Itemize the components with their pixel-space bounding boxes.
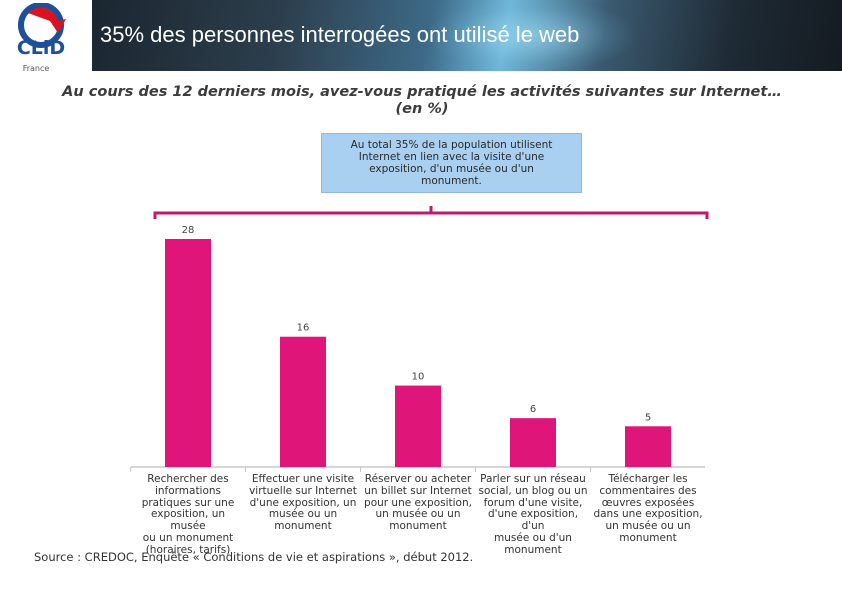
data-label: 5 [645, 412, 651, 423]
data-labels-group: 28 16 10 6 5 [182, 225, 652, 423]
category-label-line: Télécharger les [608, 473, 688, 485]
total-bracket [153, 206, 709, 219]
category-label-line: social, un blog ou un [478, 484, 588, 497]
category-label-line: Parler sur un réseau [480, 473, 586, 485]
clid-logo: CLiD France [17, 3, 66, 73]
category-label: Rechercher des informations pratiques sur … [132, 473, 244, 557]
bar [280, 336, 326, 467]
bars-group [130, 239, 671, 472]
category-label-line: d'une exposition, un [249, 496, 357, 509]
chart-question: Au cours des 12 derniers mois, avez-vous… [62, 84, 782, 118]
category-label: Parler sur un réseau social, un blog ou u… [477, 473, 589, 557]
category-label-line: musée ou un [268, 508, 338, 521]
category-label-line: dans une exposition, [593, 508, 703, 521]
category-label-line: pratiques sur une [141, 496, 235, 509]
category-label-line: monument [389, 520, 447, 533]
data-label: 10 [412, 372, 425, 383]
category-label-line: œuvres exposées [601, 496, 695, 509]
category-label-line: commentaires des [599, 484, 697, 497]
category-label: Télécharger les commentaires des œuvres ex… [592, 473, 704, 545]
category-label-line: monument [274, 520, 332, 533]
chart-question-line-1: Au cours des 12 derniers mois, avez-vous… [62, 84, 782, 100]
category-label-line: d'une exposition, d'un [487, 508, 579, 533]
category-label-line: un musée ou un [375, 508, 461, 521]
data-label: 28 [182, 225, 195, 236]
category-label-line: Rechercher des [147, 473, 229, 485]
category-label-line: pour une exposition, [364, 496, 472, 509]
category-label-line: forum d'une visite, [483, 496, 583, 509]
category-label-line: musée ou d'un [494, 531, 572, 544]
category-label-line: exposition, un musée [150, 508, 226, 533]
data-label: 16 [297, 323, 310, 334]
callout-line: exposition, d'un musée ou d'un [369, 163, 534, 175]
category-label-line: ou un monument [142, 531, 234, 544]
callout-line: Au total 35% de la population utilisent [350, 139, 553, 151]
bar [165, 239, 211, 467]
callout-line: monument. [421, 175, 482, 187]
logo-wordmark: CLiD [17, 37, 65, 59]
category-label-line: monument [619, 531, 677, 544]
data-label: 6 [530, 404, 536, 415]
chart-question-line-2: (en %) [395, 101, 449, 117]
bar [395, 385, 441, 467]
category-label-line: informations [154, 484, 222, 497]
logo-arrow-icon [28, 7, 66, 34]
category-label-line: Effectuer une visite [251, 473, 355, 485]
category-label-line: Réserver ou acheter [364, 473, 472, 485]
category-label: Effectuer une visite virtuelle sur Intern… [247, 473, 359, 533]
header-banner [92, 0, 842, 71]
category-label-line: (horaires, tarifs) [145, 543, 231, 556]
logo-subtext: France [23, 64, 50, 73]
category-label-line: un musée ou un [605, 520, 691, 533]
slide-title: 35% des personnes interrogées ont utilis… [100, 22, 580, 47]
bar [625, 426, 671, 467]
callout-line: Internet en lien avec la visite d'une [358, 151, 545, 163]
bar [510, 418, 556, 467]
category-label-line: virtuelle sur Internet [249, 484, 357, 497]
callout-box: Au total 35% de la population utilisent … [321, 133, 582, 193]
category-label-line: monument [504, 543, 562, 556]
category-label-line: un billet sur Internet [364, 484, 472, 497]
source-note: Source : CREDOC, Enquête « Conditions de… [34, 550, 474, 564]
category-label: Réserver ou acheter un billet sur Interne… [362, 473, 474, 533]
